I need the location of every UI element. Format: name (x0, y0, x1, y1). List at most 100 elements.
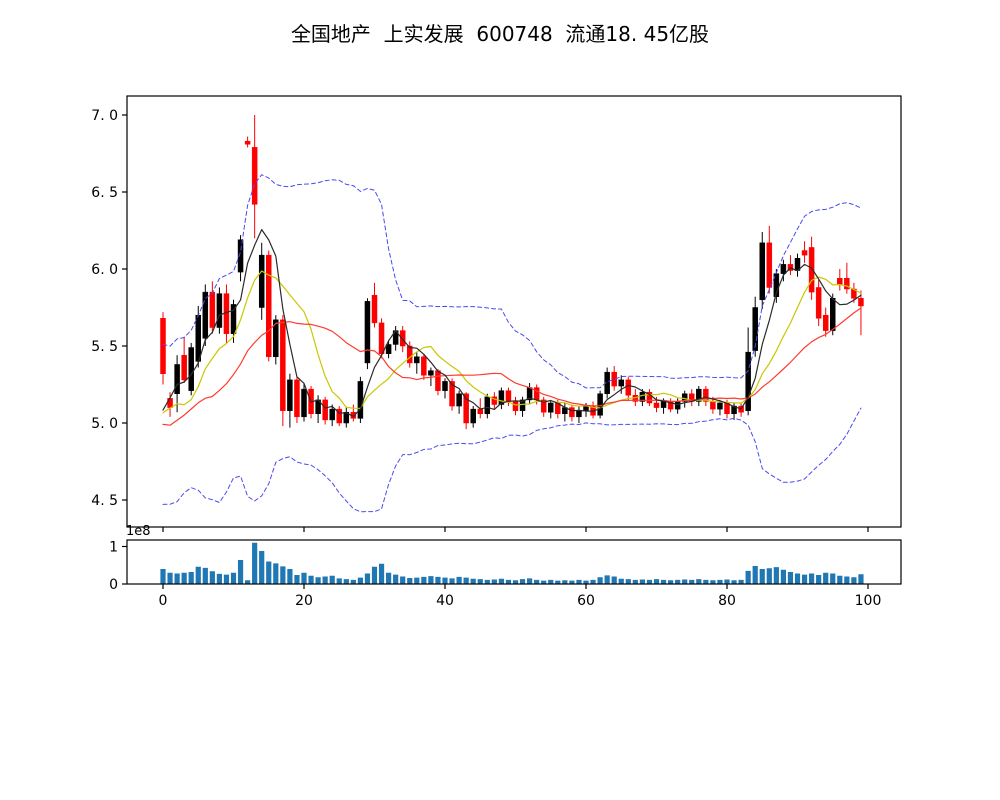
candle-body-down (815, 287, 822, 319)
candle-body-up (745, 351, 751, 411)
candle-body-down (540, 399, 547, 413)
volume-bar (752, 566, 758, 584)
volume-bar (378, 563, 385, 584)
candle-body-up (681, 393, 688, 402)
candle-body-down (421, 356, 427, 376)
volume-bar (731, 580, 737, 584)
volume-bar (576, 579, 582, 584)
volume-bar (393, 574, 399, 584)
candle-body-up (188, 347, 194, 391)
candle-body-up (498, 390, 505, 405)
volume-bar (703, 579, 709, 584)
volume-bar (237, 560, 244, 584)
volume-bar (682, 579, 688, 584)
volume-bar (625, 579, 631, 584)
candle-body-up (216, 293, 223, 328)
volume-bar (294, 575, 300, 584)
candle-body-down (209, 291, 216, 328)
volume-bar (583, 580, 589, 584)
volume-bar (273, 563, 279, 584)
volume-bar (245, 580, 251, 584)
volume-bar (484, 579, 490, 584)
candle-body-down (653, 402, 660, 408)
candle-body-down (280, 319, 286, 411)
volume-bar (653, 579, 660, 584)
volume-bar (548, 579, 554, 584)
volume-bar (618, 578, 624, 584)
candle-body-up (660, 401, 667, 408)
volume-bar (766, 568, 772, 584)
candle-body-down (160, 318, 166, 374)
candle-body-down (463, 393, 469, 424)
candle-body-down (435, 370, 441, 391)
volume-bar (329, 575, 335, 584)
candle-body-down (837, 277, 843, 285)
candle-body-up (830, 298, 836, 331)
price-tick-label: 6. 0 (91, 262, 118, 278)
candle-body-up (752, 307, 758, 351)
volume-bar (696, 579, 702, 584)
volume-bar (590, 579, 596, 584)
volume-bar (364, 573, 371, 584)
volume-bar (252, 542, 258, 584)
x-tick-label: 20 (295, 593, 313, 609)
volume-bar (555, 580, 561, 584)
volume-bar (428, 576, 434, 584)
candle-body-up (414, 356, 420, 364)
volume-bar (689, 579, 695, 584)
volume-bar (823, 572, 829, 584)
volume-bar (216, 573, 222, 584)
volume-bar (569, 580, 575, 584)
price-tick-label: 4. 5 (91, 493, 118, 509)
volume-bar (230, 572, 237, 584)
candle-body-up (576, 410, 582, 418)
volume-bar (174, 573, 180, 584)
candle-body-down (512, 401, 519, 411)
candle-body-down (491, 396, 498, 405)
volume-bar (498, 578, 504, 584)
candle-body-down (569, 407, 575, 418)
candle-body-down (533, 387, 540, 401)
candle-body-up (237, 239, 244, 273)
volume-bar (505, 579, 512, 584)
volume-bar (181, 572, 187, 584)
price-tick-label: 6. 5 (91, 185, 118, 201)
candle-body-up (674, 401, 681, 410)
candle-body-up (484, 396, 491, 415)
price-tick-label: 5. 5 (91, 339, 118, 355)
volume-bar (442, 577, 448, 584)
volume-bar (400, 576, 406, 584)
volume-bar (470, 578, 476, 584)
candle-body-down (703, 388, 709, 402)
candle-body-down (181, 354, 187, 381)
bollinger-upper-line (162, 174, 862, 389)
volume-bar (724, 579, 730, 584)
volume-bar (160, 569, 166, 584)
candle-body-up (428, 370, 434, 376)
candle-body-up (364, 301, 371, 364)
candle-body-up (301, 388, 307, 418)
volume-bar (675, 579, 681, 584)
volume-bar (519, 579, 526, 584)
volume-bar (301, 572, 307, 584)
candle-body-down (477, 408, 483, 415)
volume-bar (343, 579, 349, 584)
candle-body-down (449, 381, 455, 407)
candle-body-up (618, 379, 624, 387)
candle-body-up (519, 399, 526, 411)
volume-bar (371, 566, 378, 584)
candle-body-down (808, 247, 815, 293)
volume-bar (512, 580, 519, 584)
candle-body-down (822, 314, 829, 331)
chart-title: 全国地产 上实发展 600748 流通18. 45亿股 (290, 22, 710, 46)
volume-bar (604, 575, 610, 584)
candle-body-down (611, 371, 617, 387)
candle-body-down (371, 294, 378, 324)
candle-body-up (470, 408, 476, 424)
volume-bar (456, 576, 462, 584)
candle-body-up (230, 304, 237, 334)
candle-body-down (336, 408, 342, 424)
candle-body-up (202, 291, 209, 339)
candle-body-up (174, 364, 180, 394)
ma20-line (162, 307, 862, 426)
